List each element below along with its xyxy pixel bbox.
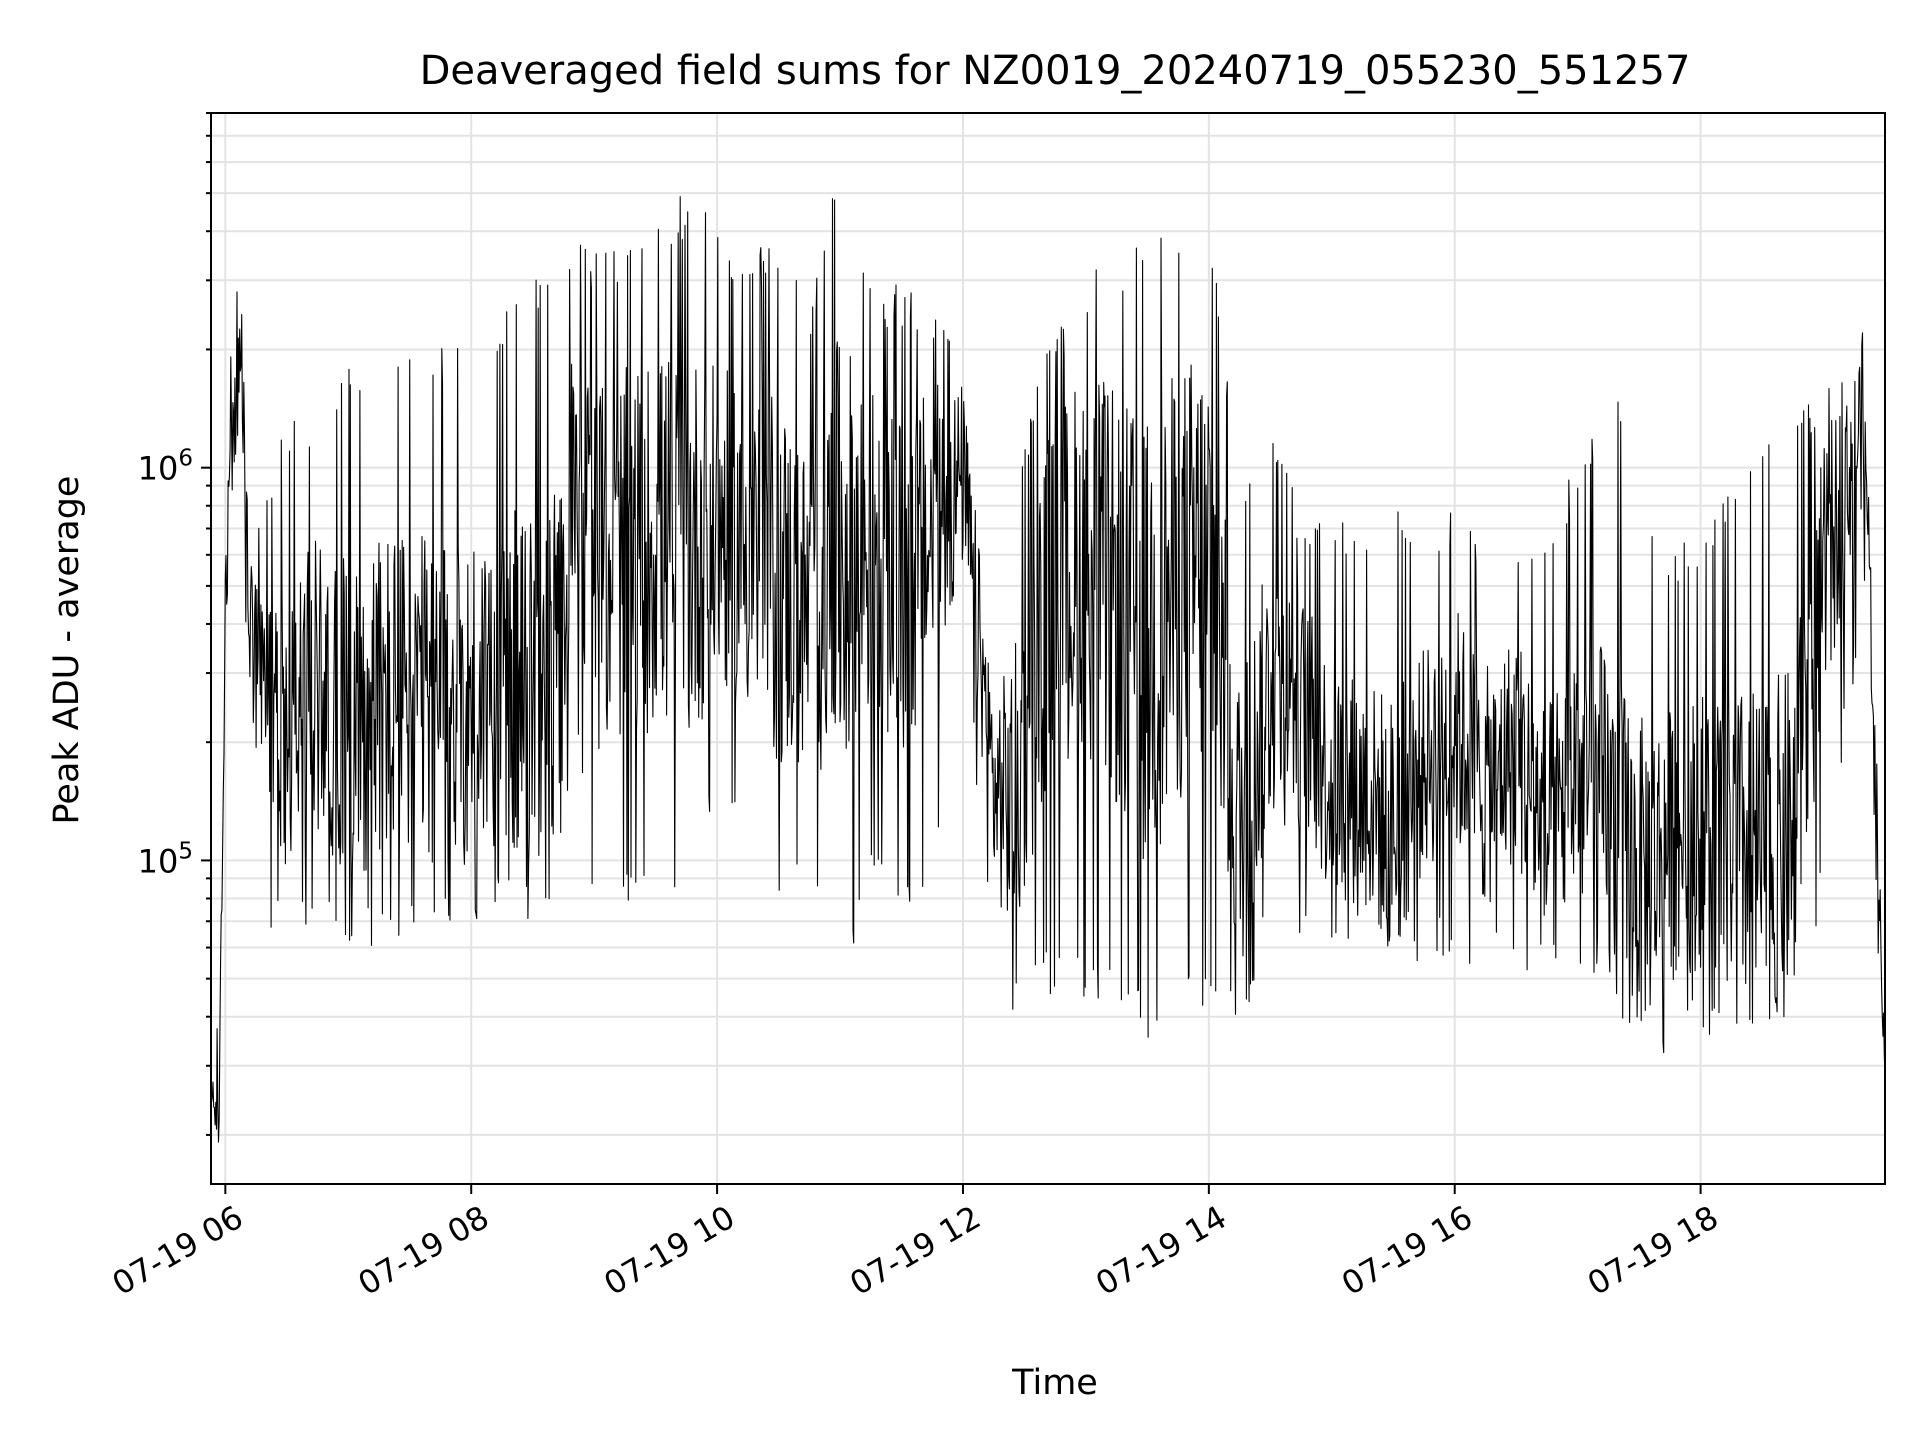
x-axis-label: Time bbox=[1011, 1363, 1098, 1403]
y-tick-label: 105 bbox=[138, 838, 193, 880]
x-tick-label: 07-19 14 bbox=[1089, 1198, 1233, 1303]
x-tick-label: 07-19 18 bbox=[1581, 1198, 1725, 1303]
y-tick-label: 106 bbox=[138, 446, 193, 488]
x-tick-label: 07-19 08 bbox=[352, 1198, 496, 1303]
x-tick-label: 07-19 12 bbox=[843, 1198, 987, 1303]
x-axis: 07-19 06 07-19 08 07-19 10 07-19 12 07-19 14… bbox=[106, 1184, 1725, 1303]
x-tick-label: 07-19 16 bbox=[1335, 1198, 1479, 1303]
chart-title: Deaveraged field sums for NZ0019_2024071… bbox=[420, 48, 1691, 94]
x-tick-label: 07-19 10 bbox=[597, 1198, 741, 1303]
series-layer bbox=[210, 196, 1886, 1143]
x-tick-label: 07-19 06 bbox=[106, 1198, 250, 1303]
y-axis-label: Peak ADU - average bbox=[47, 476, 87, 825]
y-axis: 105 106 bbox=[138, 112, 211, 1136]
plot-frame bbox=[210, 112, 1886, 1185]
series-line bbox=[210, 196, 1886, 1143]
